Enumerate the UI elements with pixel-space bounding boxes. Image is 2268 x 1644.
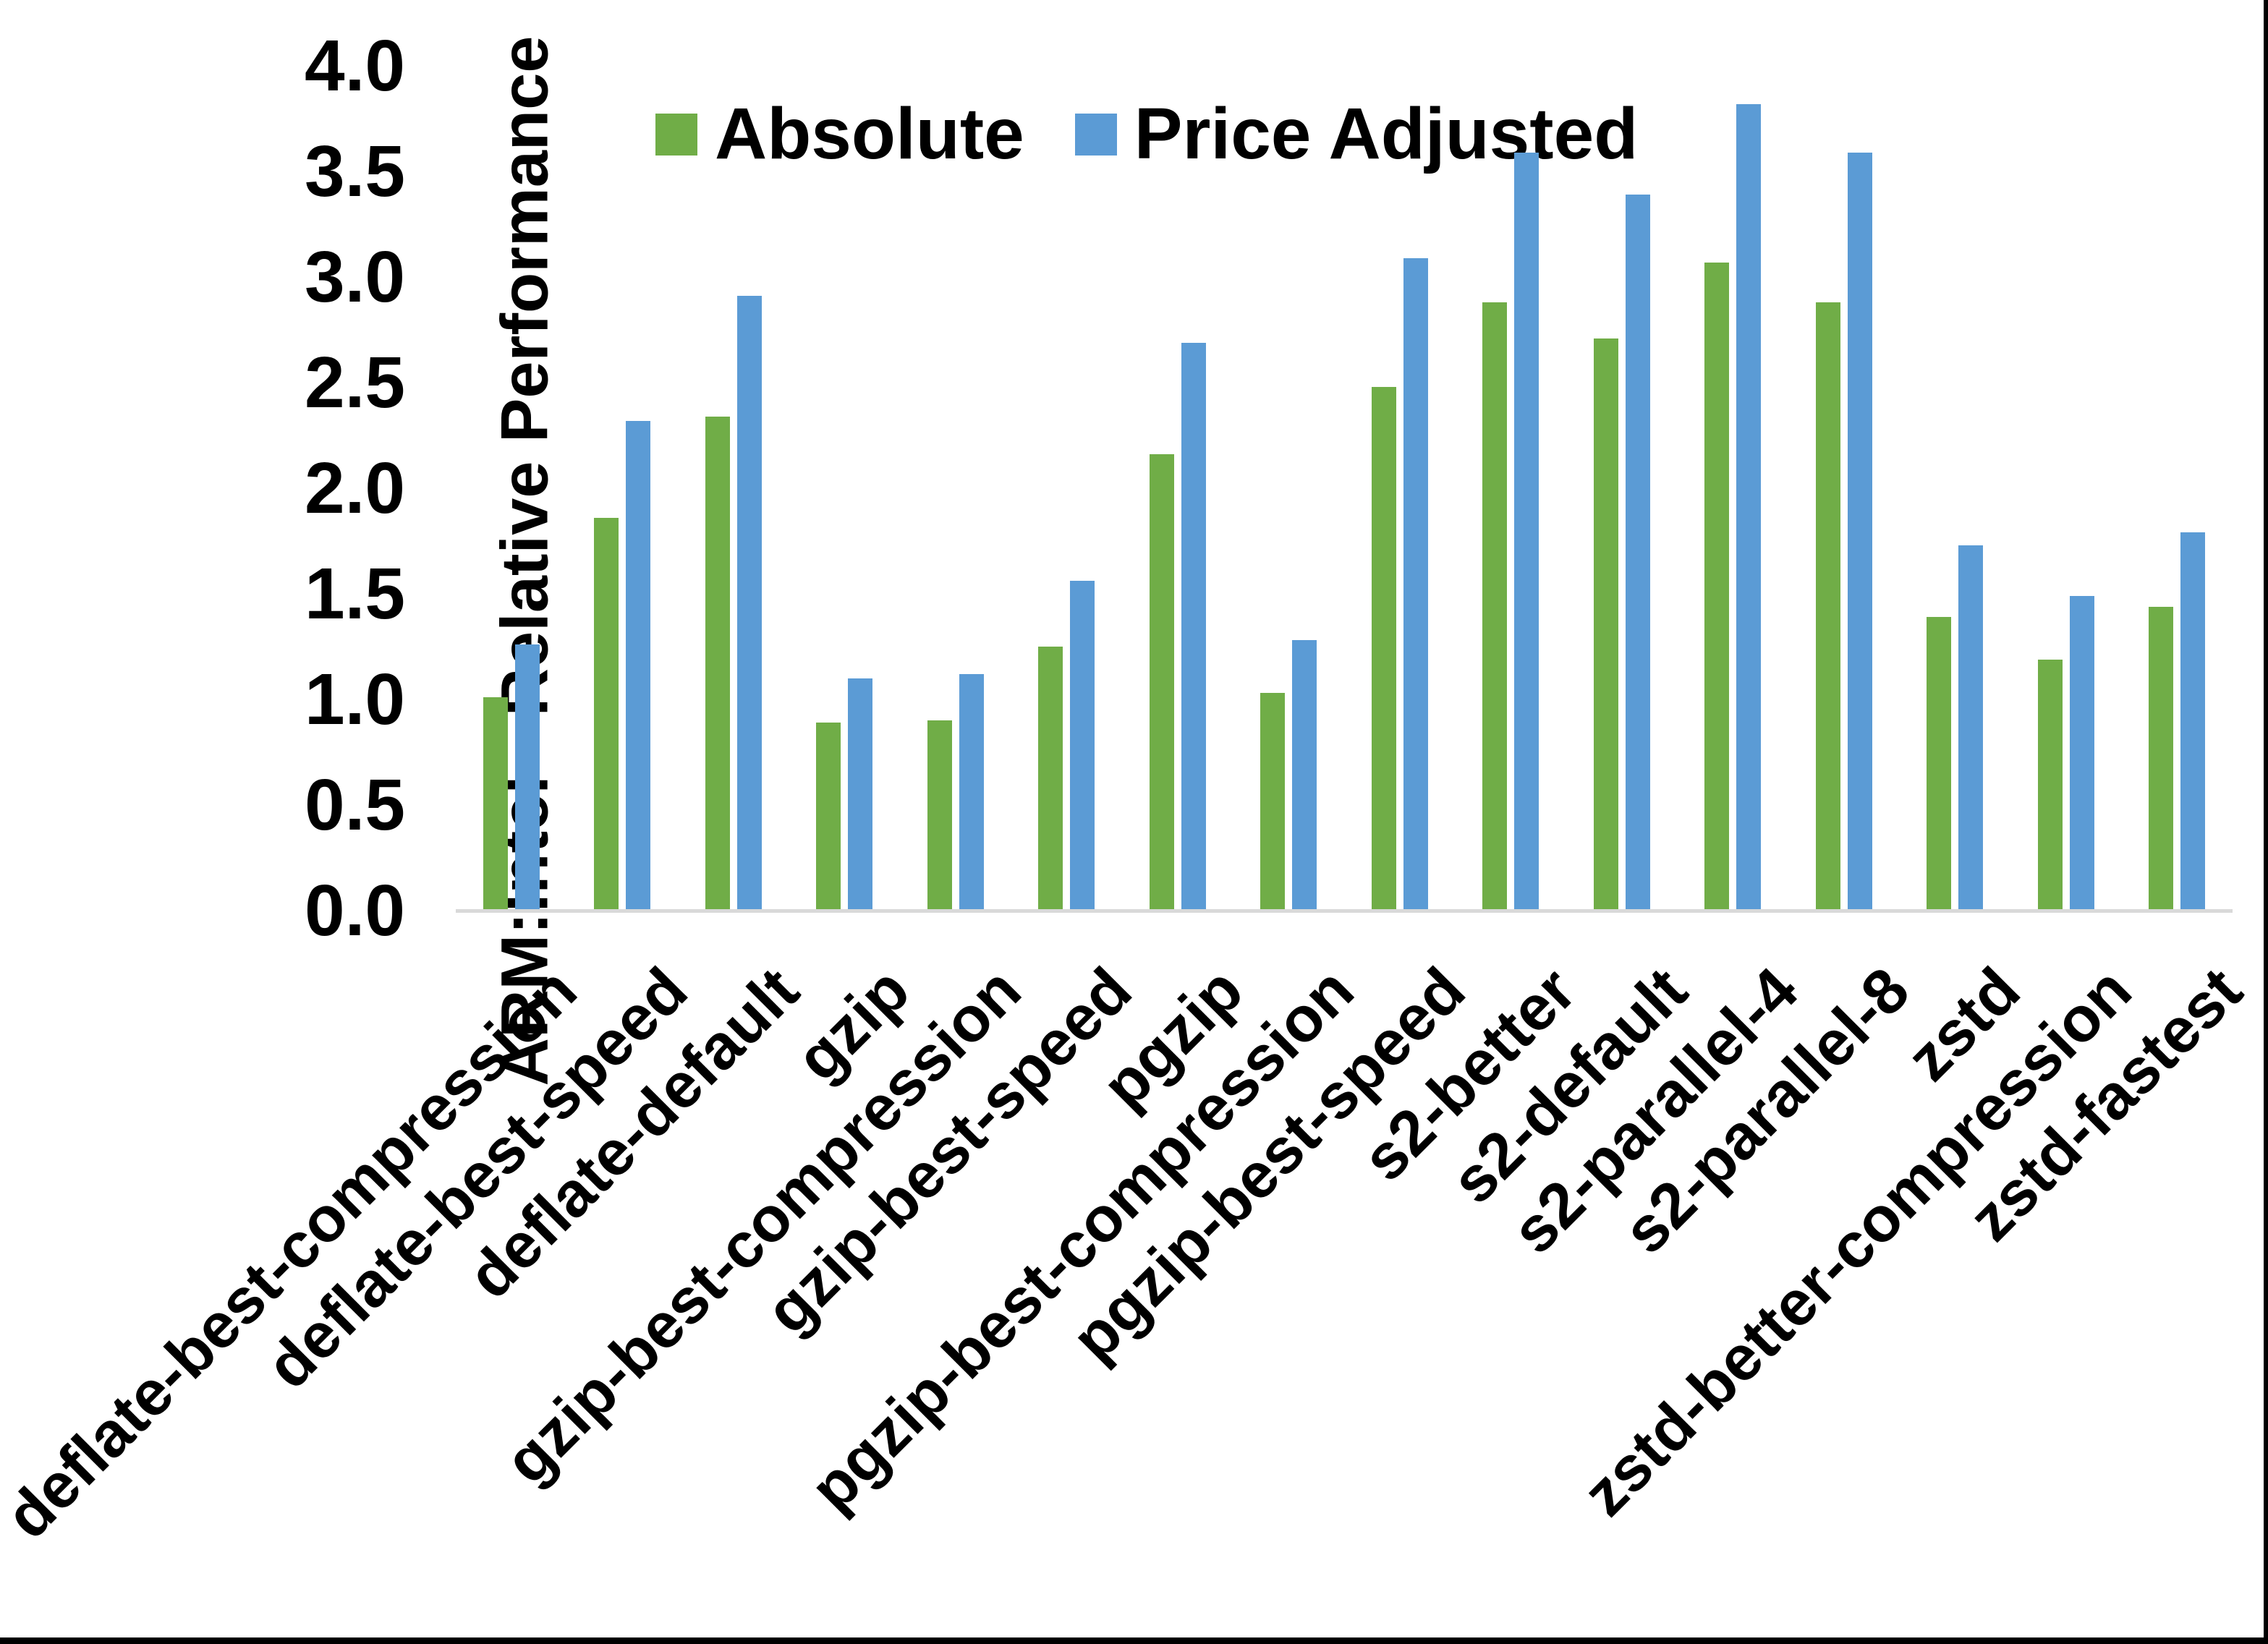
y-tick-label: 2.5 xyxy=(304,342,405,423)
bar-absolute-zstd-better-compression xyxy=(2038,660,2063,911)
legend-swatch-icon xyxy=(1074,113,1117,156)
bar-absolute-zstd-fastest xyxy=(2149,607,2173,911)
plot-area xyxy=(456,66,2233,911)
bar-absolute-s2-parallel-8 xyxy=(1816,302,1840,911)
y-tick-label: 0.5 xyxy=(304,764,405,846)
y-tick-label: 3.0 xyxy=(304,237,405,318)
legend-label: Absolute xyxy=(715,93,1024,174)
bar-absolute-deflate-best-compression xyxy=(483,697,508,911)
bar-absolute-gzip-best-compression xyxy=(927,720,952,911)
legend: Absolute Price Adjusted xyxy=(655,93,1638,176)
y-tick-label: 1.0 xyxy=(304,659,405,740)
bar-price-adjusted-zstd xyxy=(1958,545,1983,911)
bar-price-adjusted-s2-parallel-4 xyxy=(1736,104,1761,911)
legend-swatch-icon xyxy=(655,113,697,156)
bar-absolute-pgzip-best-compression xyxy=(1260,693,1285,911)
bar-price-adjusted-gzip xyxy=(848,678,872,911)
bar-absolute-gzip xyxy=(816,723,841,911)
bar-price-adjusted-zstd-fastest xyxy=(2180,532,2205,911)
bar-price-adjusted-deflate-best-speed xyxy=(626,421,650,911)
bar-price-adjusted-zstd-better-compression xyxy=(2070,596,2094,911)
bar-absolute-pgzip-best-speed xyxy=(1372,387,1396,911)
bar-price-adjusted-gzip-best-speed xyxy=(1070,581,1095,911)
bar-price-adjusted-pgzip-best-speed xyxy=(1403,258,1428,911)
bar-absolute-s2-default xyxy=(1594,338,1618,911)
legend-item-price-adjusted: Price Adjusted xyxy=(1074,93,1639,176)
bar-price-adjusted-pgzip xyxy=(1181,343,1206,911)
bar-price-adjusted-deflate-default xyxy=(737,296,762,911)
bar-absolute-s2-better xyxy=(1482,302,1507,911)
y-tick-label: 2.0 xyxy=(304,448,405,529)
bar-absolute-gzip-best-speed xyxy=(1038,647,1063,911)
legend-label: Price Adjusted xyxy=(1134,93,1639,174)
bar-price-adjusted-deflate-best-compression xyxy=(515,644,540,911)
bar-price-adjusted-s2-better xyxy=(1514,153,1539,911)
bar-price-adjusted-s2-parallel-8 xyxy=(1848,153,1872,911)
y-tick-label: 0.0 xyxy=(304,870,405,951)
y-tick-label: 3.5 xyxy=(304,131,405,212)
bar-absolute-deflate-best-speed xyxy=(594,518,619,911)
y-tick-label: 4.0 xyxy=(304,25,405,106)
bar-price-adjusted-gzip-best-compression xyxy=(959,674,984,911)
bar-absolute-pgzip xyxy=(1150,454,1174,911)
y-tick-label: 1.5 xyxy=(304,553,405,634)
bar-absolute-deflate-default xyxy=(705,417,730,911)
bar-absolute-s2-parallel-4 xyxy=(1704,263,1729,911)
bar-price-adjusted-pgzip-best-compression xyxy=(1292,640,1317,911)
legend-item-absolute: Absolute xyxy=(655,93,1024,176)
bar-absolute-zstd xyxy=(1927,617,1951,911)
x-axis-line xyxy=(456,909,2233,913)
bar-price-adjusted-s2-default xyxy=(1626,195,1650,911)
